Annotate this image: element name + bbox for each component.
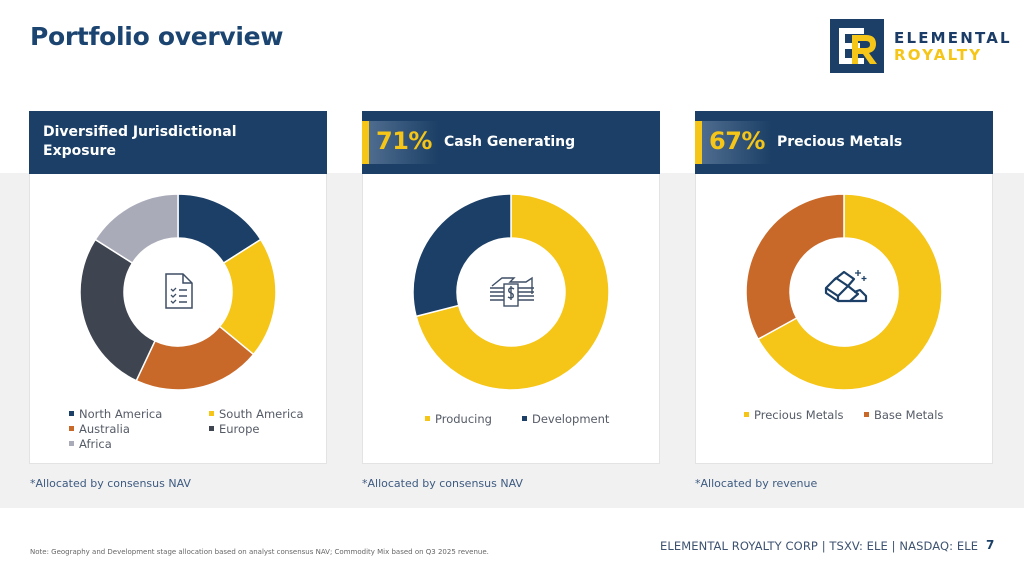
- legend-label: Development: [532, 412, 610, 426]
- donut-slice-base-metals: [745, 193, 845, 341]
- legend-label: Europe: [219, 422, 260, 436]
- donut-slice-europe: [79, 238, 157, 382]
- donut-slice-precious-metals: [757, 193, 943, 391]
- legend-item: South America: [209, 407, 304, 421]
- logo-wordmark-line2: ROYALTY: [894, 46, 983, 64]
- logo-wordmark-line1: ELEMENTAL: [894, 29, 1012, 47]
- legend-item: Base Metals: [864, 408, 943, 422]
- card-header: 67% Precious Metals: [695, 111, 993, 174]
- legend-item: Precious Metals: [744, 408, 844, 422]
- legend-item: Australia: [69, 422, 130, 436]
- gold-bars-icon: [824, 270, 868, 303]
- card-header: Diversified Jurisdictional Exposure: [29, 111, 327, 174]
- donut-chart-cash-generating: [412, 193, 610, 391]
- company-logo: ELEMENTAL ROYALTY: [830, 19, 1010, 75]
- donut-chart-jurisdiction: [79, 193, 277, 391]
- page-title: Portfolio overview: [30, 22, 284, 51]
- cash-stack-icon: [490, 276, 534, 307]
- legend-swatch: [69, 411, 74, 416]
- header-accent-fade: [702, 121, 772, 164]
- card-note: *Allocated by revenue: [695, 477, 818, 490]
- card-note: *Allocated by consensus NAV: [30, 477, 191, 490]
- header-accent-fade: [369, 121, 439, 164]
- footnote: Note: Geography and Development stage al…: [30, 548, 489, 556]
- legend-item: Europe: [209, 422, 259, 436]
- page-number: 7: [986, 538, 995, 552]
- header-percentage: 71%: [376, 127, 432, 155]
- legend-label: Producing: [435, 412, 492, 426]
- legend-label: Africa: [79, 437, 112, 451]
- legend-label: North America: [79, 407, 163, 421]
- card-jurisdiction: Diversified Jurisdictional Exposure Nort…: [29, 111, 327, 464]
- legend-swatch: [209, 426, 214, 431]
- chart-legend: Producing Development: [425, 412, 655, 432]
- card-cash-generating: 71% Cash Generating Producing Developmen…: [362, 111, 660, 464]
- card-header-title: Diversified Jurisdictional Exposure: [43, 124, 237, 159]
- legend-item: North America: [69, 407, 162, 421]
- card-header: 71% Cash Generating: [362, 111, 660, 174]
- legend-label: Base Metals: [874, 408, 944, 422]
- legend-swatch: [864, 412, 869, 417]
- legend-item: Producing: [425, 412, 492, 426]
- card-note: *Allocated by consensus NAV: [362, 477, 523, 490]
- legend-label: Australia: [79, 422, 130, 436]
- chart-legend: Precious Metals Base Metals: [744, 408, 984, 428]
- checklist-document-icon: [165, 273, 193, 309]
- card-header-title: Precious Metals: [777, 134, 903, 150]
- header-accent-bar: [695, 121, 702, 164]
- footer-company-tickers: ELEMENTAL ROYALTY CORP | TSXV: ELE | NAS…: [660, 539, 979, 553]
- header-percentage: 67%: [709, 127, 765, 155]
- header-accent-bar: [362, 121, 369, 164]
- card-header-title: Cash Generating: [444, 134, 576, 150]
- card-precious-metals: 67% Precious Metals Precious Metals Base…: [695, 111, 993, 464]
- legend-swatch: [744, 412, 749, 417]
- donut-chart-precious-metals: [745, 193, 943, 391]
- chart-legend: North America South America Australia Eu…: [69, 407, 319, 457]
- donut-slice-producing: [415, 193, 610, 391]
- legend-label: South America: [219, 407, 304, 421]
- legend-label: Precious Metals: [754, 408, 844, 422]
- legend-swatch: [69, 426, 74, 431]
- legend-swatch: [522, 416, 527, 421]
- donut-slice-africa: [94, 193, 179, 265]
- legend-swatch: [209, 411, 214, 416]
- legend-item: Development: [522, 412, 609, 426]
- er-monogram-icon: [830, 19, 884, 73]
- legend-item: Africa: [69, 437, 112, 451]
- legend-swatch: [69, 441, 74, 446]
- legend-swatch: [425, 416, 430, 421]
- donut-slice-development: [412, 193, 512, 318]
